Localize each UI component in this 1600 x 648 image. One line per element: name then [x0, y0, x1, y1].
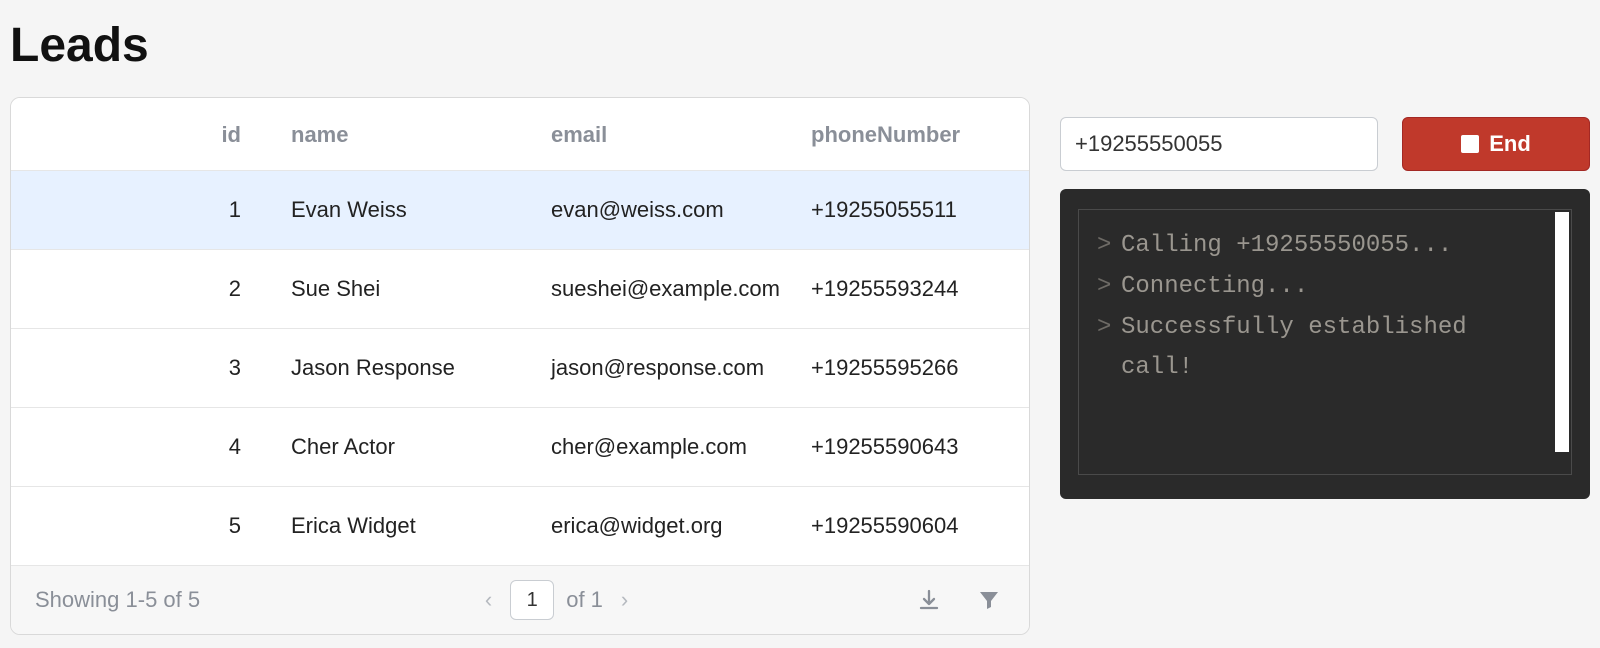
cell-name: Cher Actor	[271, 408, 531, 487]
cell-name: Jason Response	[271, 329, 531, 408]
end-call-label: End	[1489, 131, 1531, 157]
cell-blank	[11, 408, 201, 487]
log-prompt: >	[1097, 267, 1121, 308]
table-header-email[interactable]: email	[531, 98, 791, 171]
cell-id: 5	[201, 487, 271, 566]
prev-page-button[interactable]: ‹	[479, 583, 498, 617]
cell-email: erica@widget.org	[531, 487, 791, 566]
cell-phone: +19255055511	[791, 171, 1029, 250]
cell-id: 4	[201, 408, 271, 487]
log-line: >Successfully established call!	[1097, 308, 1553, 390]
page-title: Leads	[10, 0, 1590, 97]
terminal-inner: >Calling +19255550055...>Connecting...>S…	[1078, 209, 1572, 475]
table-row[interactable]: 4Cher Actorcher@example.com+19255590643	[11, 408, 1029, 487]
filter-button[interactable]	[973, 584, 1005, 616]
terminal-scrollbar[interactable]	[1555, 212, 1569, 452]
leads-table-card: id name email phoneNumber 1Evan Weisseva…	[10, 97, 1030, 635]
cell-email: sueshei@example.com	[531, 250, 791, 329]
chevron-right-icon: ›	[621, 587, 628, 612]
cell-blank	[11, 487, 201, 566]
cell-name: Sue Shei	[271, 250, 531, 329]
cell-id: 2	[201, 250, 271, 329]
download-icon	[917, 588, 941, 612]
cell-email: cher@example.com	[531, 408, 791, 487]
table-row[interactable]: 3Jason Responsejason@response.com+192555…	[11, 329, 1029, 408]
cell-phone: +19255590604	[791, 487, 1029, 566]
log-prompt: >	[1097, 308, 1121, 390]
table-header-name[interactable]: name	[271, 98, 531, 171]
log-prompt: >	[1097, 226, 1121, 267]
next-page-button[interactable]: ›	[615, 583, 634, 617]
stop-icon	[1461, 135, 1479, 153]
cell-id: 1	[201, 171, 271, 250]
leads-table: id name email phoneNumber 1Evan Weisseva…	[11, 98, 1029, 566]
log-line: >Connecting...	[1097, 267, 1553, 308]
table-row[interactable]: 2Sue Sheisueshei@example.com+19255593244	[11, 250, 1029, 329]
table-header-id[interactable]: id	[201, 98, 271, 171]
chevron-left-icon: ‹	[485, 587, 492, 612]
log-text: Connecting...	[1121, 267, 1553, 308]
phone-number-input[interactable]	[1060, 117, 1378, 171]
table-header-phone[interactable]: phoneNumber	[791, 98, 1029, 171]
end-call-button[interactable]: End	[1402, 117, 1590, 171]
cell-email: jason@response.com	[531, 329, 791, 408]
table-row[interactable]: 1Evan Weissevan@weiss.com+19255055511	[11, 171, 1029, 250]
table-status-text: Showing 1-5 of 5	[35, 587, 200, 613]
filter-icon	[977, 588, 1001, 612]
cell-blank	[11, 171, 201, 250]
log-text: Successfully established call!	[1121, 308, 1553, 390]
log-text: Calling +19255550055...	[1121, 226, 1553, 267]
table-row[interactable]: 5Erica Widgeterica@widget.org+1925559060…	[11, 487, 1029, 566]
table-header-blank	[11, 98, 201, 171]
table-footer: Showing 1-5 of 5 ‹ of 1 ›	[11, 566, 1029, 634]
page-of-label: of 1	[566, 587, 603, 613]
cell-phone: +19255590643	[791, 408, 1029, 487]
cell-name: Erica Widget	[271, 487, 531, 566]
cell-phone: +19255593244	[791, 250, 1029, 329]
call-log-terminal: >Calling +19255550055...>Connecting...>S…	[1060, 189, 1590, 499]
pagination: ‹ of 1 ›	[200, 580, 913, 620]
cell-name: Evan Weiss	[271, 171, 531, 250]
page-number-input[interactable]	[510, 580, 554, 620]
cell-blank	[11, 250, 201, 329]
cell-id: 3	[201, 329, 271, 408]
log-line: >Calling +19255550055...	[1097, 226, 1553, 267]
cell-email: evan@weiss.com	[531, 171, 791, 250]
cell-blank	[11, 329, 201, 408]
cell-phone: +19255595266	[791, 329, 1029, 408]
download-button[interactable]	[913, 584, 945, 616]
